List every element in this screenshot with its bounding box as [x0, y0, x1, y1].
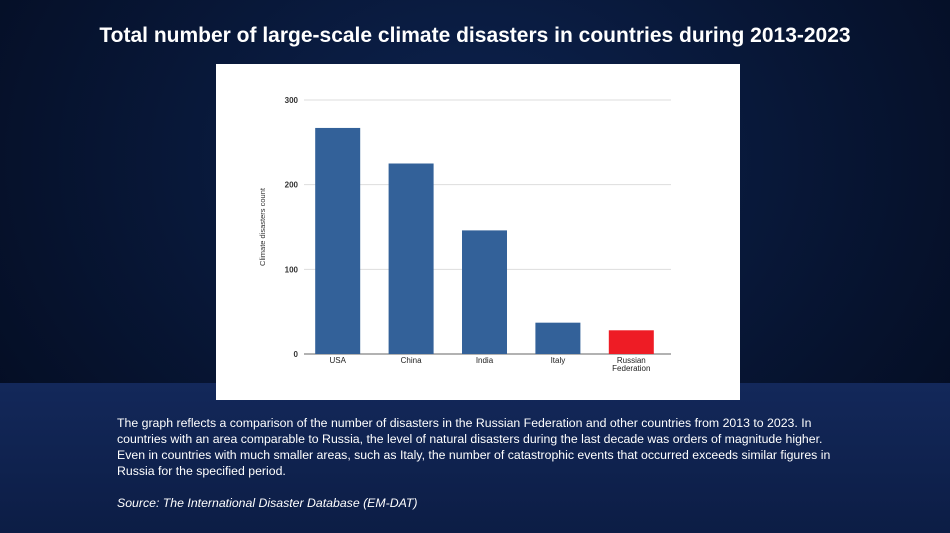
y-axis-label: Climate disasters count	[258, 187, 267, 266]
bar-china	[388, 163, 434, 354]
chart-title: Total number of large-scale climate disa…	[99, 24, 851, 47]
x-tick-label: Federation	[612, 364, 650, 373]
bar-india	[462, 230, 507, 354]
source-text: Source: The International Disaster Datab…	[117, 496, 418, 510]
bar-chart: 0 100 200 300 Climate disasters count USA Chin…	[258, 96, 671, 373]
x-tick-label: USA	[329, 356, 346, 365]
y-tick-label: 200	[285, 181, 299, 190]
x-tick-label: China	[401, 356, 422, 365]
y-tick-label: 300	[285, 96, 299, 105]
x-tick-label: Russian	[617, 356, 646, 365]
chart-card: 0 100 200 300 Climate disasters count USA Chin…	[216, 64, 740, 400]
x-tick-label: Italy	[551, 356, 566, 365]
description-text: The graph reflects a comparison of the n…	[117, 416, 831, 478]
y-tick-label: 0	[294, 350, 299, 359]
bar-usa	[315, 127, 361, 354]
x-tick-label: India	[476, 356, 494, 365]
y-tick-label: 100	[285, 265, 299, 274]
bar-italy	[535, 322, 581, 354]
bar-russian-federation	[608, 330, 654, 354]
lower-panel	[0, 383, 950, 533]
